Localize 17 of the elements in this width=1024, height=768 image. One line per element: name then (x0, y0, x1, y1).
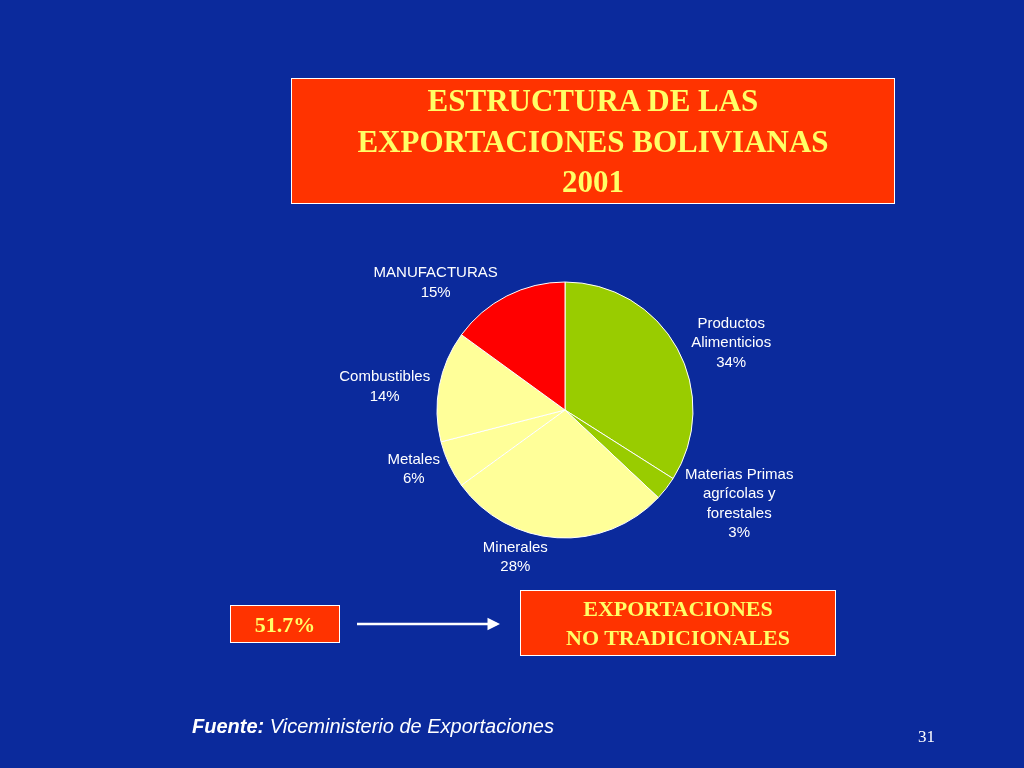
text: 31 (918, 727, 935, 746)
slice-label: MANUFACTURAS (373, 263, 498, 281)
source-note: Fuente: Viceministerio de Exportaciones (192, 715, 554, 737)
data-label: 28% (500, 557, 531, 575)
data-label: 34% (716, 352, 747, 370)
slice-label: Minerales (482, 537, 548, 555)
slice-label: Metales (387, 449, 441, 467)
data-label: 14% (369, 386, 400, 404)
data-label: 3% (728, 523, 751, 541)
text: 51.7% (254, 611, 316, 637)
data-label: 15% (420, 282, 451, 300)
slice-label: Combustibles (339, 367, 431, 385)
slice-label: Materias Primas agrícolas y forestales (685, 464, 794, 521)
data-label: 6% (402, 469, 425, 487)
slice-label: Productos Alimenticios (691, 313, 772, 351)
text: EXPORTACIONES NO TRADICIONALES (566, 596, 790, 650)
chart-title: ESTRUCTURA DE LAS EXPORTACIONES BOLIVIANAS 2001 (357, 83, 829, 199)
